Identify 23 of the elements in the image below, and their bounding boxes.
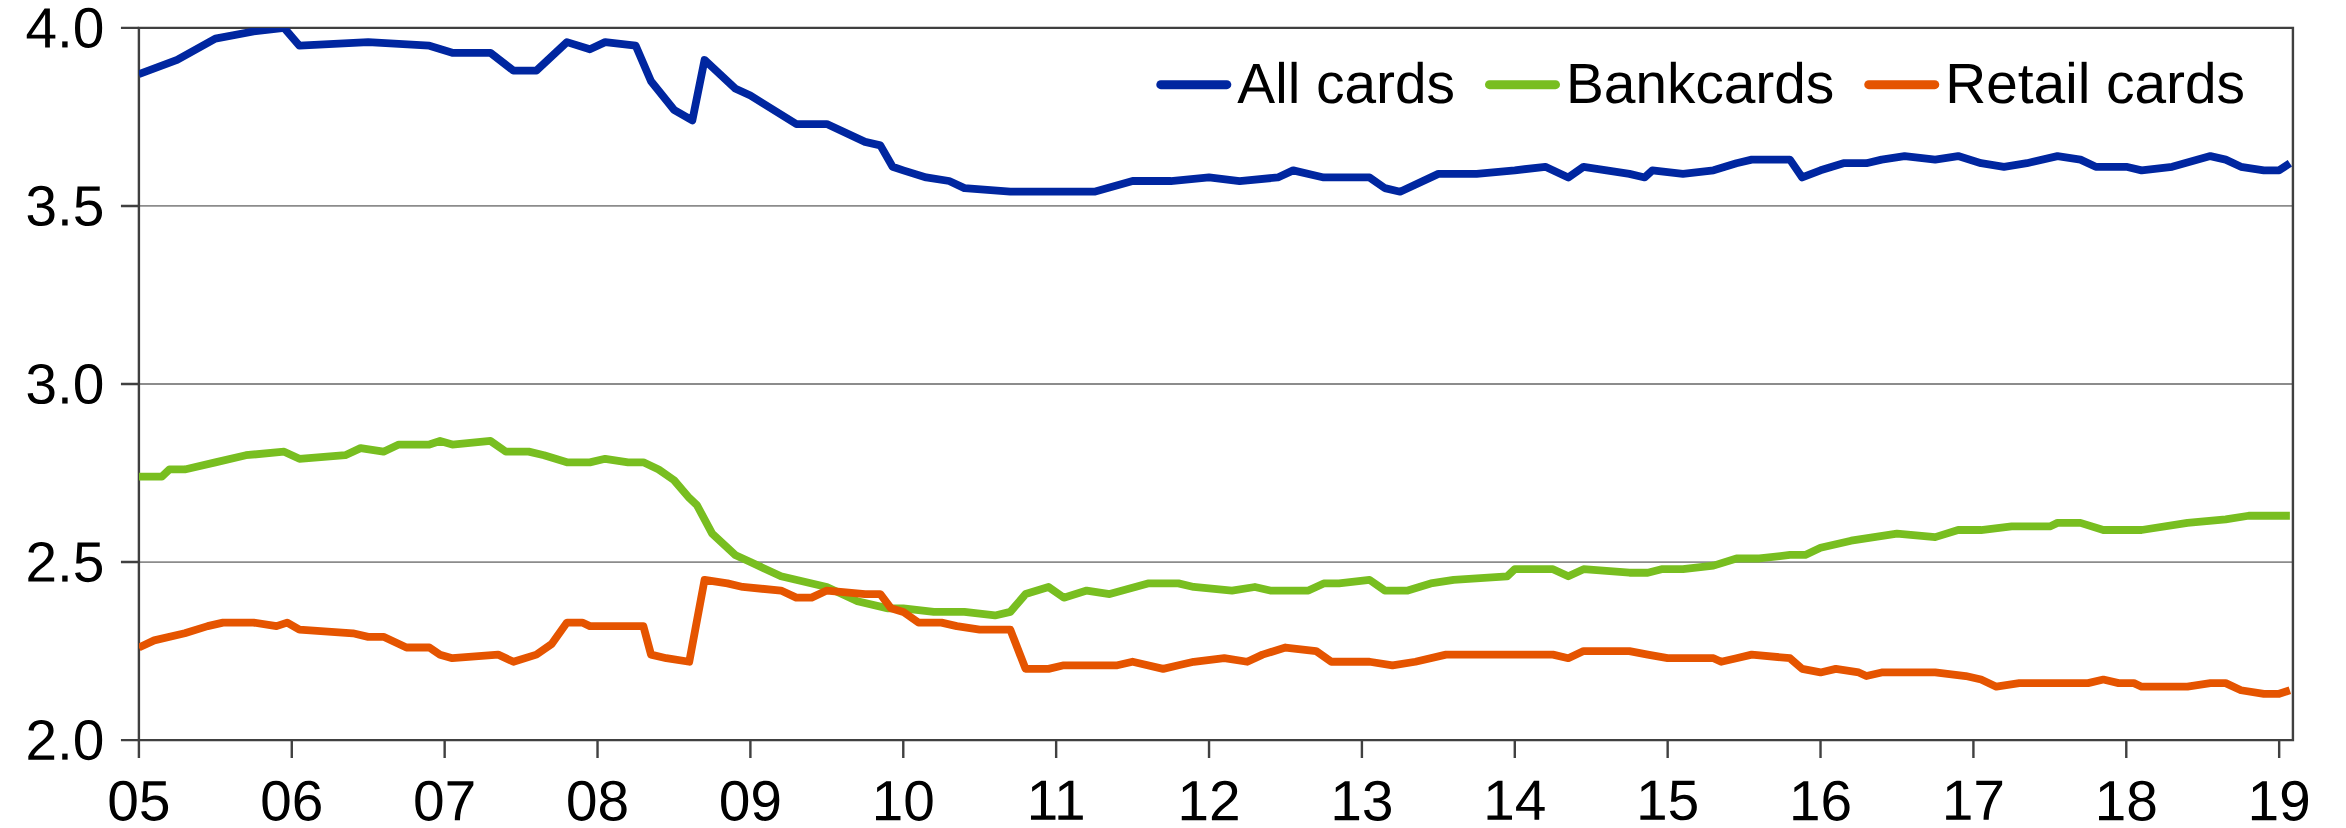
- x-tick-label: 12: [1181, 780, 1238, 821]
- y-tick-label: 2.5: [28, 541, 103, 583]
- x-tick-label: 11: [1030, 780, 1083, 820]
- y-tick-label: 3.0: [27, 363, 103, 405]
- x-tick-label: 15: [1640, 780, 1697, 821]
- x-tick-label: 19: [2251, 780, 2309, 821]
- x-tick-label: 07: [415, 780, 474, 821]
- legend-label: All cards: [1237, 61, 1453, 104]
- legend-label: Retail cards: [1949, 61, 2243, 104]
- x-tick-label: 13: [1334, 780, 1391, 821]
- x-tick-label: 17: [1946, 780, 2003, 820]
- x-tick-label: 06: [262, 780, 321, 821]
- x-tick-label: 14: [1487, 780, 1545, 820]
- y-tick-label: 2.0: [28, 719, 103, 761]
- x-tick-label: 05: [109, 780, 169, 821]
- x-tick-label: 08: [568, 780, 627, 821]
- x-tick-label: 10: [876, 780, 933, 821]
- x-tick-label: 09: [721, 780, 780, 821]
- legend-label: Bankcards: [1570, 61, 1833, 104]
- y-tick-label: 4.0: [26, 7, 103, 49]
- y-tick-label: 3.5: [27, 185, 103, 227]
- x-tick-label: 16: [1793, 780, 1850, 821]
- x-tick-label: 18: [2099, 780, 2156, 821]
